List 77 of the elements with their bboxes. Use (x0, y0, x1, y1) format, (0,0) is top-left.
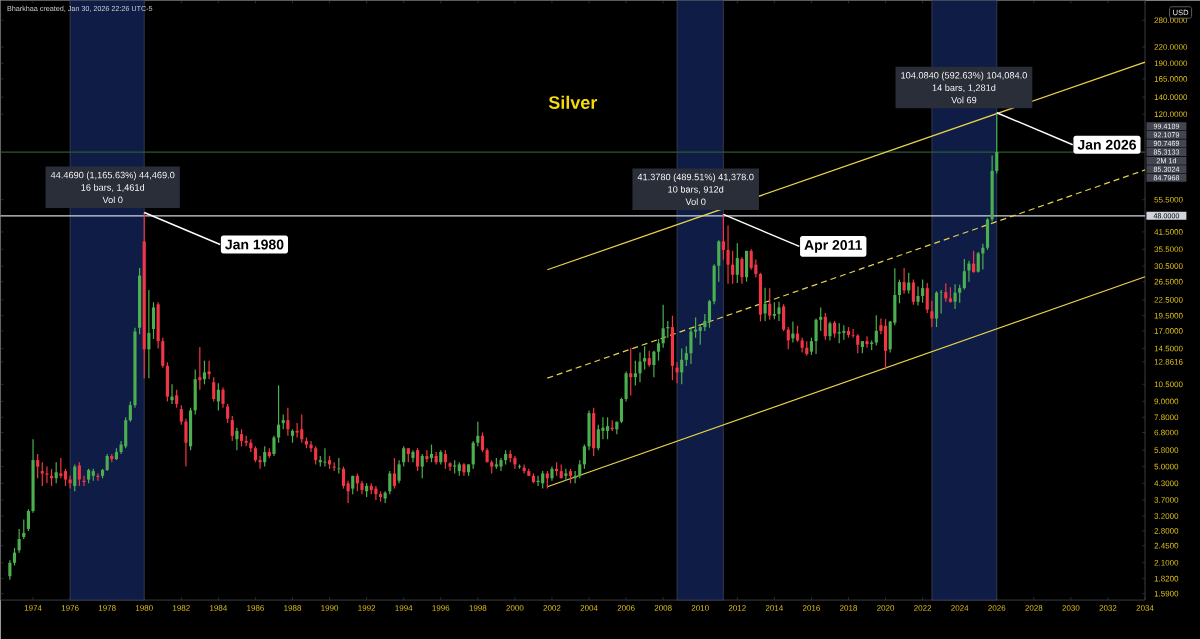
x-tick-label: 1978 (98, 605, 116, 611)
x-tick-label: 1992 (358, 605, 376, 611)
x-tick-label: 2016 (802, 605, 820, 611)
x-tick-label: 2010 (691, 605, 709, 611)
y-tick-label: 165.0000 (1154, 76, 1188, 82)
y-tick-label: 22.5000 (1154, 296, 1183, 303)
annotation: 44.4690 (1,165.63%) 44,469.0 (50, 171, 175, 181)
y-tick-label: 19.5000 (1154, 312, 1183, 319)
x-tick-label: 2006 (617, 605, 635, 611)
x-tick-label: 2030 (1062, 605, 1080, 611)
annotation: Vol 69 (951, 96, 977, 104)
x-tick-label: 2022 (914, 605, 932, 611)
y-tick-label: 1.5900 (1154, 590, 1179, 597)
annotation: Apr 2011 (804, 240, 863, 253)
candlestick (939, 289, 943, 315)
y-tick-label: 7.8000 (1154, 414, 1179, 421)
x-tick-label: 2008 (654, 605, 672, 611)
x-tick-label: 2032 (1099, 605, 1117, 611)
x-tick-label: 1976 (61, 605, 79, 611)
x-tick-label: 2018 (840, 605, 858, 611)
x-tick-label: 2026 (988, 605, 1006, 611)
x-tick-label: 1996 (432, 605, 450, 611)
x-tick-label: 2034 (1136, 605, 1154, 611)
x-tick-label: 1998 (469, 605, 487, 611)
y-tick-label: 4.3000 (1154, 480, 1179, 487)
y-tick-label: 55.5000 (1154, 196, 1183, 203)
annotation: Jan 2026 (1077, 139, 1137, 150)
y-tick-label: 2.8000 (1154, 528, 1179, 534)
annotation: 104.0840 (592.63%) 104,084.0 (901, 71, 1027, 81)
y-tick-label: 2.1000 (1154, 559, 1179, 566)
x-tick-label: 1974 (24, 605, 42, 611)
x-tick-label: 1980 (135, 605, 153, 611)
x-tick-label: 2004 (580, 605, 598, 611)
annotation: 41.3780 (489.51%) 41,378.0 (637, 173, 754, 183)
x-tick-label: 2024 (951, 605, 969, 611)
x-tick-label: 1988 (284, 605, 302, 611)
y-tick-label: 120.0000 (1154, 111, 1188, 117)
y-tick-label: 6.8000 (1154, 429, 1179, 436)
x-tick-label: 2012 (728, 605, 746, 611)
annotation: Vol 0 (685, 198, 706, 206)
annotation: 14 bars, 1,281d (932, 84, 996, 92)
x-tick-label: 1982 (173, 605, 190, 611)
x-tick-label: 1984 (210, 605, 228, 611)
y-tick-label: 14.5000 (1154, 345, 1183, 352)
x-tick-label: 2002 (543, 605, 561, 611)
y-tick-label: 9.0000 (1154, 398, 1179, 405)
y-tick-label: 3.2000 (1154, 513, 1179, 519)
y-tick-label: 30.5000 (1154, 263, 1183, 269)
annotation: Jan 1980 (225, 239, 284, 250)
y-tick-label: 190.0000 (1154, 60, 1188, 67)
x-tick-label: 1994 (395, 605, 413, 611)
y-tick-label: 41.5000 (1154, 229, 1183, 235)
x-tick-label: 2014 (765, 605, 784, 611)
y-tick-label: 2.4500 (1154, 542, 1179, 549)
y-tick-label: 35.5000 (1154, 246, 1183, 253)
y-tick-label: 280.0000 (1154, 17, 1188, 24)
text: Silver (548, 95, 598, 109)
y-tick-label: 5.0000 (1154, 463, 1179, 470)
annotation: Vol 0 (102, 196, 123, 204)
candlestick (45, 465, 49, 484)
y-tick-label: 26.5000 (1154, 278, 1183, 285)
x-tick-label: 1990 (321, 605, 339, 611)
y-tick-label: 140.0000 (1154, 94, 1188, 100)
y-tick-label: 5.8000 (1154, 447, 1179, 453)
x-tick-label: 2020 (877, 605, 895, 611)
candlestick (837, 322, 841, 344)
y-tick-label: 3.7000 (1154, 497, 1179, 503)
x-tick-label: 2028 (1025, 605, 1043, 611)
x-tick-label: 1986 (247, 605, 264, 611)
annotation: 10 bars, 912d (668, 185, 724, 194)
y-tick-label: 10.5000 (1154, 381, 1183, 388)
annotation: 16 bars, 1,461d (81, 183, 145, 192)
y-tick-label: 12.8616 (1154, 358, 1183, 365)
y-tick-label: 17.0000 (1154, 328, 1183, 334)
y-tick-label: 1.8200 (1154, 575, 1179, 582)
y-tick-label: 220.0000 (1154, 44, 1188, 50)
x-tick-label: 2000 (506, 605, 524, 611)
